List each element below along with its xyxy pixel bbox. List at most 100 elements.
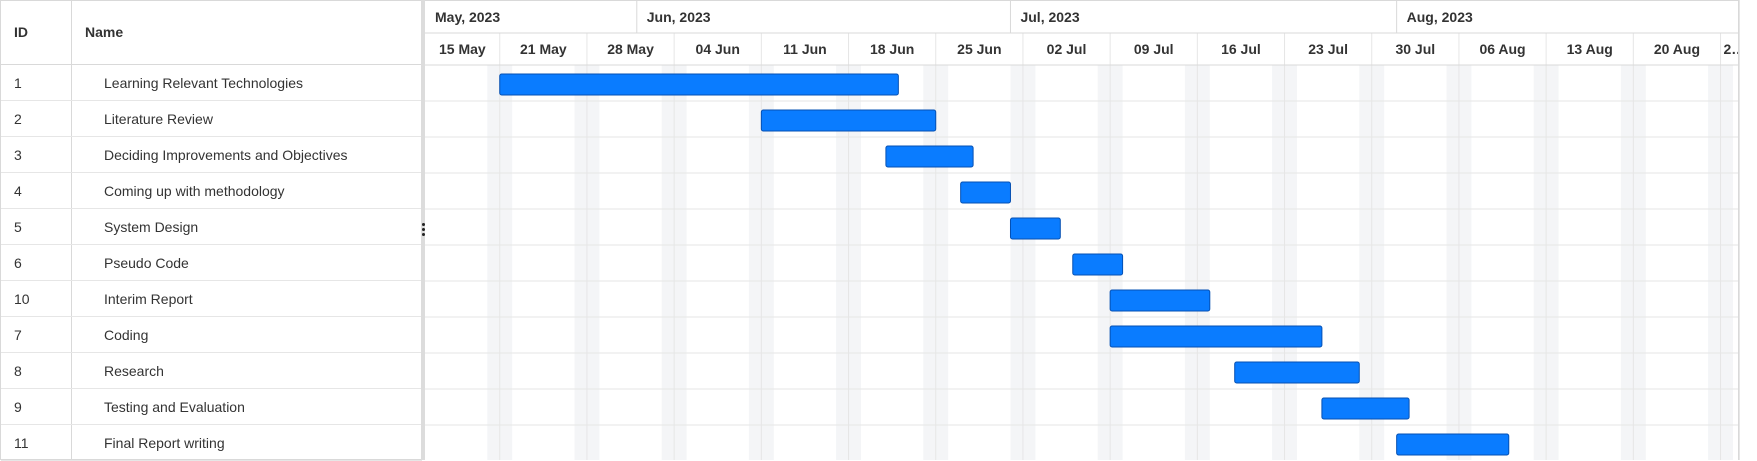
task-name-cell: Testing and Evaluation bbox=[104, 399, 245, 415]
task-name-cell: Coding bbox=[104, 327, 149, 343]
table-row[interactable]: 8 Research bbox=[1, 353, 422, 389]
week-label: 25 Jun bbox=[957, 41, 1001, 57]
weekend-column bbox=[661, 65, 675, 460]
weekend-column bbox=[586, 65, 600, 460]
weekend-column bbox=[1184, 65, 1198, 460]
task-name-cell: Final Report writing bbox=[104, 435, 225, 451]
weekend-column bbox=[1446, 65, 1459, 460]
weekend-column bbox=[1620, 65, 1634, 460]
task-id-cell: 1 bbox=[1, 65, 72, 100]
week-label: 18 Jun bbox=[870, 41, 914, 57]
task-bar[interactable] bbox=[1109, 325, 1323, 348]
table-row[interactable]: 5 System Design bbox=[1, 209, 422, 245]
weekend-column bbox=[487, 65, 500, 460]
weekend-column bbox=[1533, 65, 1547, 460]
task-name-cell: Coming up with methodology bbox=[104, 183, 285, 199]
week-label: 21 May bbox=[520, 41, 567, 57]
timeline-svg: May, 2023 Jun, 2023 Jul, 2023 Aug, 2023 15 M… bbox=[425, 1, 1739, 460]
week-label: 2… bbox=[1724, 41, 1739, 57]
task-id-cell: 10 bbox=[1, 281, 72, 316]
weekend-column bbox=[499, 65, 513, 460]
task-bar[interactable] bbox=[499, 73, 899, 96]
week-label: 09 Jul bbox=[1134, 41, 1174, 57]
task-name-cell: Research bbox=[104, 363, 164, 379]
weekend-column bbox=[1458, 65, 1472, 460]
weekend-column bbox=[935, 65, 949, 460]
splitter-handle[interactable] bbox=[421, 0, 425, 460]
week-label: 11 Jun bbox=[783, 41, 827, 57]
table-row[interactable]: 6 Pseudo Code bbox=[1, 245, 422, 281]
weekend-column bbox=[1708, 65, 1721, 460]
weekend-column bbox=[761, 65, 774, 460]
task-id-cell: 11 bbox=[1, 425, 72, 460]
month-label: Aug, 2023 bbox=[1407, 9, 1473, 25]
task-bar[interactable] bbox=[760, 109, 937, 132]
task-name-cell: Deciding Improvements and Objectives bbox=[104, 147, 348, 163]
task-name-cell: Pseudo Code bbox=[104, 255, 189, 271]
task-id-cell: 2 bbox=[1, 101, 72, 136]
task-bar[interactable] bbox=[1072, 253, 1124, 276]
drag-grip-icon bbox=[421, 223, 425, 237]
month-label: Jul, 2023 bbox=[1020, 9, 1079, 25]
table-row[interactable]: 10 Interim Report bbox=[1, 281, 422, 317]
column-header-name[interactable]: Name bbox=[85, 24, 124, 40]
week-label: 13 Aug bbox=[1567, 41, 1613, 57]
week-label: 06 Aug bbox=[1479, 41, 1525, 57]
task-name-cell: System Design bbox=[104, 219, 199, 235]
task-name-cell: Learning Relevant Technologies bbox=[104, 75, 303, 91]
task-id-cell: 4 bbox=[1, 173, 72, 208]
task-bar[interactable] bbox=[1009, 217, 1061, 240]
weekend-column bbox=[1633, 65, 1646, 460]
table-row[interactable]: 9 Testing and Evaluation bbox=[1, 389, 422, 425]
grid-header: ID Name bbox=[1, 1, 422, 65]
task-bar[interactable] bbox=[1234, 361, 1360, 384]
task-bar[interactable] bbox=[1396, 433, 1510, 456]
task-name-cell: Literature Review bbox=[104, 111, 213, 127]
weekend-column bbox=[1272, 65, 1285, 460]
column-header-id[interactable]: ID bbox=[1, 1, 72, 64]
task-id-cell: 9 bbox=[1, 389, 72, 424]
weekend-column bbox=[1546, 65, 1559, 460]
table-row[interactable]: 4 Coming up with methodology bbox=[1, 173, 422, 209]
task-bar[interactable] bbox=[1321, 397, 1410, 420]
weekend-column bbox=[1197, 65, 1210, 460]
task-grid: ID Name 1 Learning Relevant Technologies 2… bbox=[0, 0, 422, 461]
task-bar[interactable] bbox=[960, 181, 1011, 204]
task-name-cell: Interim Report bbox=[104, 291, 193, 307]
month-label: May, 2023 bbox=[435, 9, 500, 25]
weekend-column bbox=[748, 65, 762, 460]
weekend-column bbox=[1359, 65, 1372, 460]
month-label: Jun, 2023 bbox=[647, 9, 711, 25]
table-row[interactable]: 1 Learning Relevant Technologies bbox=[1, 65, 422, 101]
weekend-column bbox=[836, 65, 849, 460]
week-label: 15 May bbox=[439, 41, 486, 57]
task-id-cell: 3 bbox=[1, 137, 72, 172]
weekend-column bbox=[1371, 65, 1385, 460]
weekend-column bbox=[1284, 65, 1297, 460]
week-label: 02 Jul bbox=[1047, 41, 1087, 57]
gantt-chart: May, 2023 Jun, 2023 Jul, 2023 Aug, 2023 15 M… bbox=[425, 0, 1739, 460]
table-row[interactable]: 3 Deciding Improvements and Objectives bbox=[1, 137, 422, 173]
week-label: 20 Aug bbox=[1654, 41, 1700, 57]
task-bar[interactable] bbox=[885, 145, 974, 168]
task-id-cell: 7 bbox=[1, 317, 72, 352]
vertical-scrollbar[interactable] bbox=[1739, 0, 1757, 460]
task-id-cell: 6 bbox=[1, 245, 72, 280]
week-label: 23 Jul bbox=[1308, 41, 1348, 57]
weekend-column bbox=[1022, 65, 1036, 460]
weekend-column bbox=[1720, 65, 1733, 460]
table-row[interactable]: 7 Coding bbox=[1, 317, 422, 353]
task-bar[interactable] bbox=[1109, 289, 1211, 312]
weekend-column bbox=[1010, 65, 1023, 460]
task-id-cell: 5 bbox=[1, 209, 72, 244]
week-label: 28 May bbox=[607, 41, 654, 57]
task-id-cell: 8 bbox=[1, 353, 72, 388]
weekend-column bbox=[848, 65, 861, 460]
table-row[interactable]: 2 Literature Review bbox=[1, 101, 422, 137]
weekend-column bbox=[674, 65, 687, 460]
table-row[interactable]: 11 Final Report writing bbox=[1, 425, 422, 461]
week-label: 16 Jul bbox=[1221, 41, 1261, 57]
weekend-column bbox=[574, 65, 587, 460]
week-label: 30 Jul bbox=[1395, 41, 1435, 57]
